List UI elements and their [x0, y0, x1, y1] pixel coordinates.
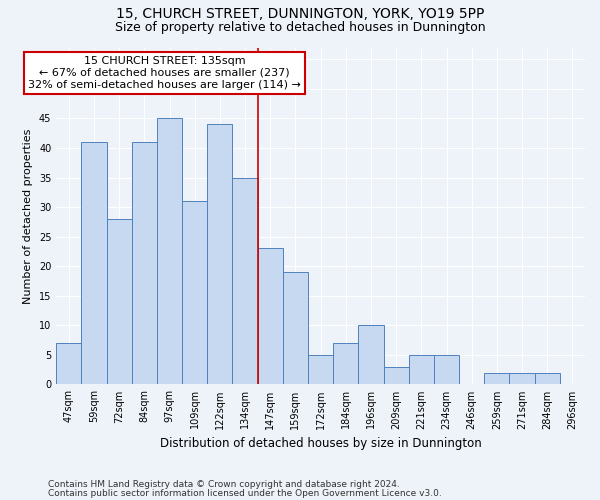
- Bar: [283, 272, 308, 384]
- X-axis label: Distribution of detached houses by size in Dunnington: Distribution of detached houses by size …: [160, 437, 481, 450]
- Bar: [132, 142, 157, 384]
- Bar: [333, 343, 358, 384]
- Bar: [484, 372, 509, 384]
- Bar: [182, 201, 208, 384]
- Bar: [535, 372, 560, 384]
- Bar: [409, 355, 434, 384]
- Text: Contains public sector information licensed under the Open Government Licence v3: Contains public sector information licen…: [48, 489, 442, 498]
- Bar: [358, 326, 383, 384]
- Text: Contains HM Land Registry data © Crown copyright and database right 2024.: Contains HM Land Registry data © Crown c…: [48, 480, 400, 489]
- Text: 15, CHURCH STREET, DUNNINGTON, YORK, YO19 5PP: 15, CHURCH STREET, DUNNINGTON, YORK, YO1…: [116, 8, 484, 22]
- Bar: [509, 372, 535, 384]
- Y-axis label: Number of detached properties: Number of detached properties: [23, 128, 34, 304]
- Bar: [383, 366, 409, 384]
- Bar: [257, 248, 283, 384]
- Bar: [308, 355, 333, 384]
- Text: Size of property relative to detached houses in Dunnington: Size of property relative to detached ho…: [115, 21, 485, 34]
- Bar: [56, 343, 82, 384]
- Bar: [157, 118, 182, 384]
- Text: 15 CHURCH STREET: 135sqm
← 67% of detached houses are smaller (237)
32% of semi-: 15 CHURCH STREET: 135sqm ← 67% of detach…: [28, 56, 301, 90]
- Bar: [82, 142, 107, 384]
- Bar: [107, 219, 132, 384]
- Bar: [232, 178, 257, 384]
- Bar: [434, 355, 459, 384]
- Bar: [208, 124, 232, 384]
